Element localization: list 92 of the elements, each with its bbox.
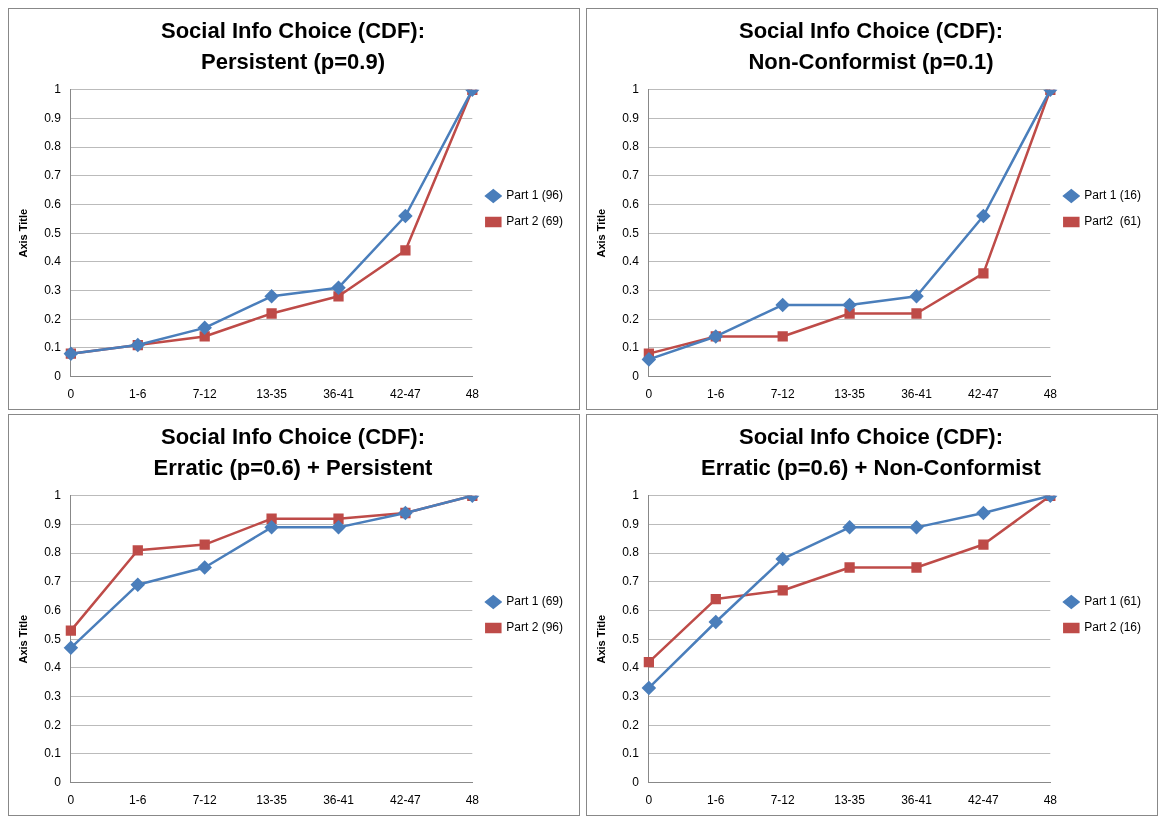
x-tick-label: 48 — [1043, 793, 1058, 808]
x-tick-label: 0 — [67, 387, 75, 402]
y-tick-label: 0.9 — [622, 516, 640, 531]
y-axis-title: Axis Title — [594, 614, 607, 664]
y-tick-label: 0.8 — [622, 545, 640, 560]
x-tick-label: 1-6 — [707, 793, 725, 808]
chart-subtitle: Erratic (p=0.6) + Non-Conformist — [701, 454, 1042, 480]
x-tick-label: 1-6 — [129, 793, 147, 808]
y-tick-label: 0.7 — [622, 168, 640, 183]
y-tick-label: 0.3 — [622, 688, 640, 703]
chart-subtitle: Erratic (p=0.6) + Persistent — [153, 454, 434, 480]
y-tick-label: 0.7 — [44, 574, 62, 589]
y-tick-label: 0.2 — [622, 311, 640, 326]
y-tick-label: 0.4 — [44, 660, 62, 675]
y-tick-label: 0.9 — [44, 516, 62, 531]
x-tick-label: 42-47 — [390, 387, 422, 402]
x-tick-label: 0 — [645, 387, 653, 402]
y-tick-label: 0.6 — [622, 602, 640, 617]
y-tick-label: 0.7 — [622, 574, 640, 589]
legend-label: Part 2 (16) — [1084, 620, 1142, 635]
y-tick-label: 0.2 — [44, 717, 62, 732]
x-tick-label: 7-12 — [192, 793, 218, 808]
y-tick-label: 0.3 — [622, 282, 640, 297]
legend-label: Part 1 (16) — [1084, 188, 1142, 203]
legend-label: Part 1 (61) — [1084, 594, 1142, 609]
y-tick-label: 1 — [54, 82, 62, 97]
x-tick-label: 1-6 — [707, 387, 725, 402]
y-tick-label: 0 — [54, 368, 62, 383]
y-tick-label: 0.6 — [44, 602, 62, 617]
x-tick-label: 13-35 — [834, 387, 866, 402]
y-tick-label: 0.6 — [44, 196, 62, 211]
x-tick-label: 42-47 — [390, 793, 422, 808]
x-tick-label: 7-12 — [192, 387, 218, 402]
y-tick-label: 0.5 — [622, 225, 640, 240]
x-tick-label: 42-47 — [968, 793, 1000, 808]
legend-label: Part 2 (96) — [506, 620, 564, 635]
y-tick-label: 1 — [54, 488, 62, 503]
x-tick-label: 42-47 — [968, 387, 1000, 402]
y-tick-label: 0 — [632, 368, 640, 383]
legend-label: Part 1 (69) — [506, 594, 564, 609]
y-tick-label: 0.7 — [44, 168, 62, 183]
x-tick-label: 48 — [465, 387, 480, 402]
x-tick-label: 13-35 — [256, 793, 288, 808]
chart-title: Social Info Choice (CDF): — [739, 424, 1003, 450]
x-tick-label: 48 — [1043, 387, 1058, 402]
y-tick-label: 0.5 — [44, 631, 62, 646]
legend-label: Part2 (61) — [1084, 214, 1142, 229]
legend-label: Part 1 (96) — [506, 188, 564, 203]
y-tick-label: 1 — [632, 82, 640, 97]
y-axis-title: Axis Title — [16, 614, 29, 664]
legend-label: Part 2 (69) — [506, 214, 564, 229]
x-tick-label: 13-35 — [256, 387, 288, 402]
y-tick-label: 0.3 — [44, 282, 62, 297]
y-tick-label: 0.5 — [622, 631, 640, 646]
y-tick-label: 0.4 — [622, 254, 640, 269]
y-tick-label: 0.8 — [44, 139, 62, 154]
y-tick-label: 0.9 — [622, 110, 640, 125]
y-tick-label: 0.8 — [622, 139, 640, 154]
x-tick-label: 7-12 — [770, 387, 796, 402]
y-tick-label: 0.1 — [44, 746, 62, 761]
y-tick-label: 0.1 — [44, 340, 62, 355]
x-tick-label: 7-12 — [770, 793, 796, 808]
y-tick-label: 0.4 — [622, 660, 640, 675]
x-tick-label: 36-41 — [901, 793, 933, 808]
y-tick-label: 0.6 — [622, 196, 640, 211]
y-tick-label: 0.4 — [44, 254, 62, 269]
x-tick-label: 1-6 — [129, 387, 147, 402]
y-tick-label: 1 — [632, 488, 640, 503]
x-tick-label: 36-41 — [323, 387, 355, 402]
x-tick-label: 13-35 — [834, 793, 866, 808]
y-tick-label: 0.9 — [44, 110, 62, 125]
x-tick-label: 48 — [465, 793, 480, 808]
y-tick-label: 0 — [632, 774, 640, 789]
chart-title: Social Info Choice (CDF): — [739, 18, 1003, 44]
y-tick-label: 0.1 — [622, 340, 640, 355]
y-tick-label: 0.1 — [622, 746, 640, 761]
x-tick-label: 36-41 — [323, 793, 355, 808]
x-tick-label: 36-41 — [901, 387, 933, 402]
y-tick-label: 0.2 — [622, 717, 640, 732]
chart-subtitle: Persistent (p=0.9) — [200, 48, 386, 74]
chart-title: Social Info Choice (CDF): — [161, 424, 425, 450]
y-axis-title: Axis Title — [594, 208, 607, 258]
y-tick-label: 0.8 — [44, 545, 62, 560]
y-tick-label: 0.3 — [44, 688, 62, 703]
x-tick-label: 0 — [645, 793, 653, 808]
x-tick-label: 0 — [67, 793, 75, 808]
y-tick-label: 0 — [54, 774, 62, 789]
chart-title: Social Info Choice (CDF): — [161, 18, 425, 44]
y-axis-title: Axis Title — [16, 208, 29, 258]
y-tick-label: 0.5 — [44, 225, 62, 240]
y-tick-label: 0.2 — [44, 311, 62, 326]
chart-subtitle: Non-Conformist (p=0.1) — [748, 48, 994, 74]
